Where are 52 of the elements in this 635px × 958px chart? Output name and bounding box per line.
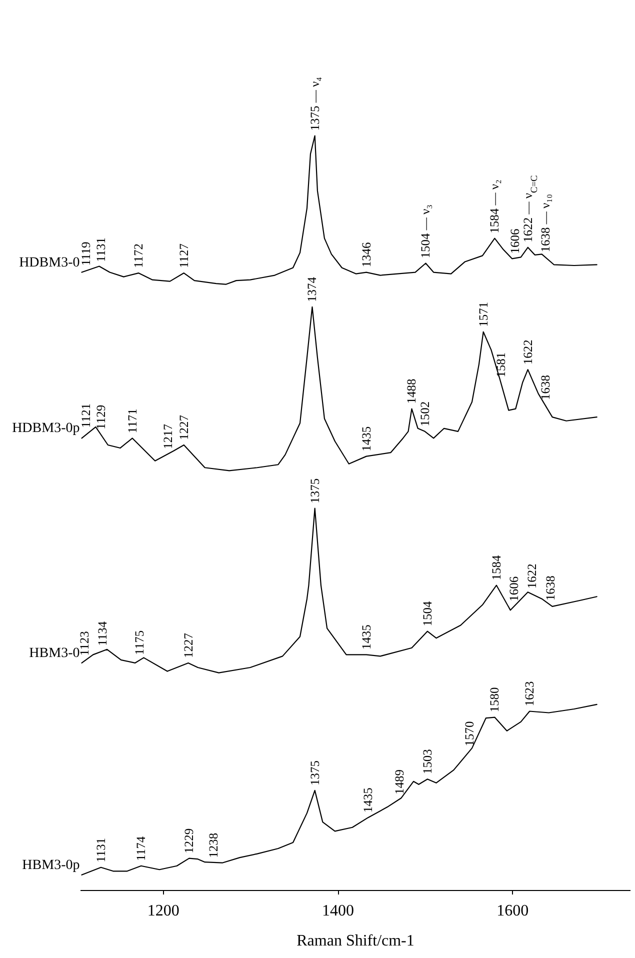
annotation: 1503 — [420, 749, 434, 774]
annotation: 1622 — [525, 564, 540, 589]
annotation: 1502 — [418, 401, 432, 426]
annotation: 1606 — [508, 228, 522, 254]
series-label: HDBM3-0 — [19, 255, 80, 270]
annotation: 1435 — [361, 788, 376, 813]
annotation: 1227 — [181, 632, 196, 658]
annotation: 1375 — ν₄ — [308, 76, 322, 131]
annotation: 1134 — [96, 620, 110, 646]
annotation: 1227 — [176, 415, 191, 440]
annotation: 1229 — [182, 828, 196, 854]
x-tick-label: 1600 — [496, 902, 529, 920]
annotation: 1489 — [392, 769, 407, 794]
x-tick-label: 1200 — [147, 902, 180, 920]
annotation: 1638 — ν₁₀ — [538, 194, 552, 252]
annotation: 1375 — [308, 478, 322, 504]
annotation: 1171 — [125, 408, 140, 434]
series-label: HDBM3-0p — [12, 421, 80, 436]
x-axis-title: Raman Shift/cm-1 — [296, 932, 414, 950]
annotation: 1580 — [488, 687, 502, 712]
x-tick-label: 1400 — [322, 902, 354, 920]
series-label: HBM3-0p — [22, 858, 80, 873]
annotation: 1581 — [494, 352, 508, 378]
annotation: 1488 — [404, 378, 419, 404]
series-label: HBM3-0 — [29, 646, 80, 661]
annotation: 1504 — [420, 600, 434, 626]
annotation: 1346 — [359, 242, 374, 268]
annotation: 1127 — [176, 243, 191, 268]
annotation: 1435 — [359, 426, 374, 452]
annotation: 1174 — [134, 836, 148, 861]
annotation: 1638 — [538, 375, 552, 400]
annotation: 1121 — [79, 403, 94, 428]
annotation: 1606 — [506, 576, 521, 602]
annotation: 1571 — [476, 302, 490, 327]
annotation: 1623 — [522, 681, 537, 706]
annotation: 1172 — [131, 243, 146, 268]
annotation: 1374 — [305, 276, 320, 302]
annotation: 1584 — [489, 554, 504, 580]
annotation: 1175 — [132, 630, 146, 655]
annotation: 1584 — ν₂ — [488, 180, 502, 234]
annotation: 1131 — [94, 838, 108, 862]
annotation: 1375 — [308, 760, 322, 786]
annotation: 1129 — [94, 404, 108, 430]
annotation: 1622 — [520, 340, 535, 365]
annotation: 1504 — ν₃ — [418, 204, 433, 258]
annotation: 1119 — [79, 242, 94, 266]
annotation: 1638 — [544, 576, 558, 601]
annotation: 1570 — [462, 721, 476, 746]
annotation: 1435 — [359, 624, 374, 650]
annotation: 1238 — [206, 832, 221, 858]
annotation: 1131 — [94, 237, 108, 262]
annotation: 1217 — [161, 424, 176, 450]
